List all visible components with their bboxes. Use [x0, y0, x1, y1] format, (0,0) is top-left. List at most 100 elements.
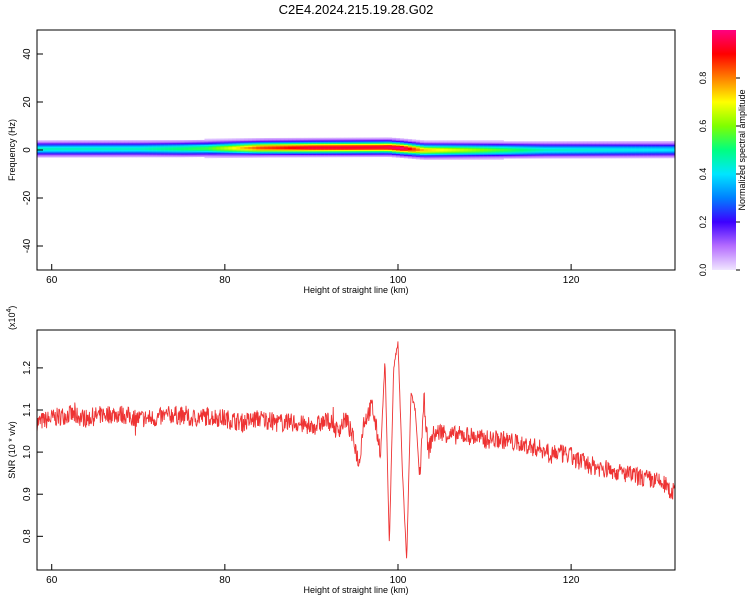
heatmap-cell: [443, 141, 449, 144]
heatmap-cell: [344, 154, 349, 156]
heatmap-cell: [403, 148, 409, 150]
x-tick-label: 120: [563, 575, 580, 586]
heatmap-cell: [52, 153, 58, 156]
heatmap-cell: [511, 149, 516, 152]
y-tick-label: 1.0: [22, 445, 33, 459]
heatmap-cell: [519, 147, 524, 149]
heatmap-cell: [256, 145, 261, 147]
heatmap-cell: [451, 153, 456, 156]
heatmap-cell: [200, 143, 205, 146]
heatmap-cell: [352, 153, 357, 155]
heatmap-cell: [671, 156, 676, 159]
heatmap-cell: [619, 155, 624, 158]
heatmap-cell: [395, 146, 401, 149]
heatmap-cell: [212, 144, 217, 147]
heatmap-cell: [232, 138, 237, 140]
heatmap-cell: [395, 154, 401, 157]
heatmap-cell: [252, 154, 257, 157]
heatmap-cell: [415, 143, 421, 145]
heatmap-cell: [308, 152, 313, 154]
heatmap-cell: [264, 148, 269, 151]
heatmap-cell: [132, 140, 137, 142]
heatmap-cell: [619, 150, 624, 153]
heatmap-cell: [395, 152, 401, 155]
heatmap-cell: [387, 143, 393, 146]
heatmap-cell: [515, 152, 520, 154]
heatmap-cell: [551, 148, 556, 151]
heatmap-cell: [168, 142, 173, 145]
heatmap-cell: [467, 143, 472, 146]
heatmap-cell: [639, 154, 644, 156]
heatmap-cell: [124, 145, 130, 147]
heatmap-cell: [587, 152, 592, 154]
heatmap-cell: [188, 146, 193, 148]
heatmap-cell: [527, 148, 532, 151]
heatmap-cell: [611, 150, 616, 153]
heatmap-cell: [439, 152, 445, 154]
heatmap-cell: [260, 153, 265, 156]
heatmap-cell: [200, 141, 205, 143]
heatmap-cell: [375, 142, 381, 144]
heatmap-cell: [619, 152, 624, 154]
heatmap-cell: [344, 142, 349, 144]
heatmap-cell: [188, 149, 193, 152]
heatmap-cell: [104, 147, 110, 149]
heatmap-cell: [320, 140, 325, 142]
heatmap-cell: [647, 143, 652, 146]
heatmap-cell: [64, 146, 70, 148]
heatmap-cell: [519, 155, 524, 158]
heatmap-cell: [304, 151, 309, 153]
heatmap-cell: [395, 153, 401, 156]
heatmap-cell: [300, 154, 305, 157]
heatmap-cell: [220, 152, 225, 155]
heatmap-cell: [128, 140, 133, 142]
heatmap-cell: [487, 146, 492, 148]
heatmap-cell: [403, 142, 409, 144]
heatmap-cell: [140, 153, 145, 155]
heatmap-cell: [192, 154, 197, 156]
heatmap-cell: [543, 143, 548, 146]
heatmap-cell: [411, 152, 417, 155]
heatmap-cell: [272, 145, 277, 147]
heatmap-cell: [623, 148, 628, 150]
heatmap-cell: [455, 145, 460, 147]
heatmap-cell: [595, 155, 600, 158]
heatmap-cell: [639, 149, 644, 152]
heatmap-cell: [160, 144, 165, 147]
heatmap-cell: [224, 148, 229, 150]
heatmap-cell: [260, 147, 265, 150]
heatmap-cell: [108, 155, 114, 158]
heatmap-cell: [423, 145, 429, 147]
heatmap-cell: [539, 144, 544, 147]
heatmap-cell: [76, 152, 82, 154]
heatmap-cell: [48, 149, 54, 152]
heatmap-cell: [332, 146, 337, 148]
heatmap-cell: [76, 149, 82, 152]
heatmap-cell: [280, 145, 285, 147]
heatmap-cell: [64, 154, 70, 157]
y-tick-label: -40: [22, 238, 33, 253]
heatmap-cell: [395, 145, 401, 147]
heatmap-cell: [132, 153, 137, 155]
heatmap-cell: [232, 156, 237, 158]
heatmap-cell: [403, 143, 409, 146]
heatmap-cell: [288, 155, 293, 158]
heatmap-cell: [427, 158, 433, 160]
heatmap-cell: [431, 155, 437, 158]
heatmap-cell: [52, 148, 58, 151]
heatmap-cell: [551, 154, 556, 157]
heatmap-cell: [68, 145, 74, 147]
heatmap-cell: [447, 149, 452, 152]
heatmap-cell: [559, 156, 564, 159]
heatmap-cell: [479, 140, 484, 142]
heatmap-cell: [495, 158, 500, 160]
heatmap-cell: [148, 154, 153, 157]
heatmap-cell: [423, 141, 429, 144]
heatmap-cell: [312, 149, 317, 152]
heatmap-cell: [671, 143, 676, 146]
heatmap-cell: [463, 141, 468, 144]
heatmap-cell: [112, 153, 118, 155]
heatmap-cell: [607, 152, 612, 154]
heatmap-cell: [280, 149, 285, 152]
heatmap-cell: [507, 146, 512, 148]
